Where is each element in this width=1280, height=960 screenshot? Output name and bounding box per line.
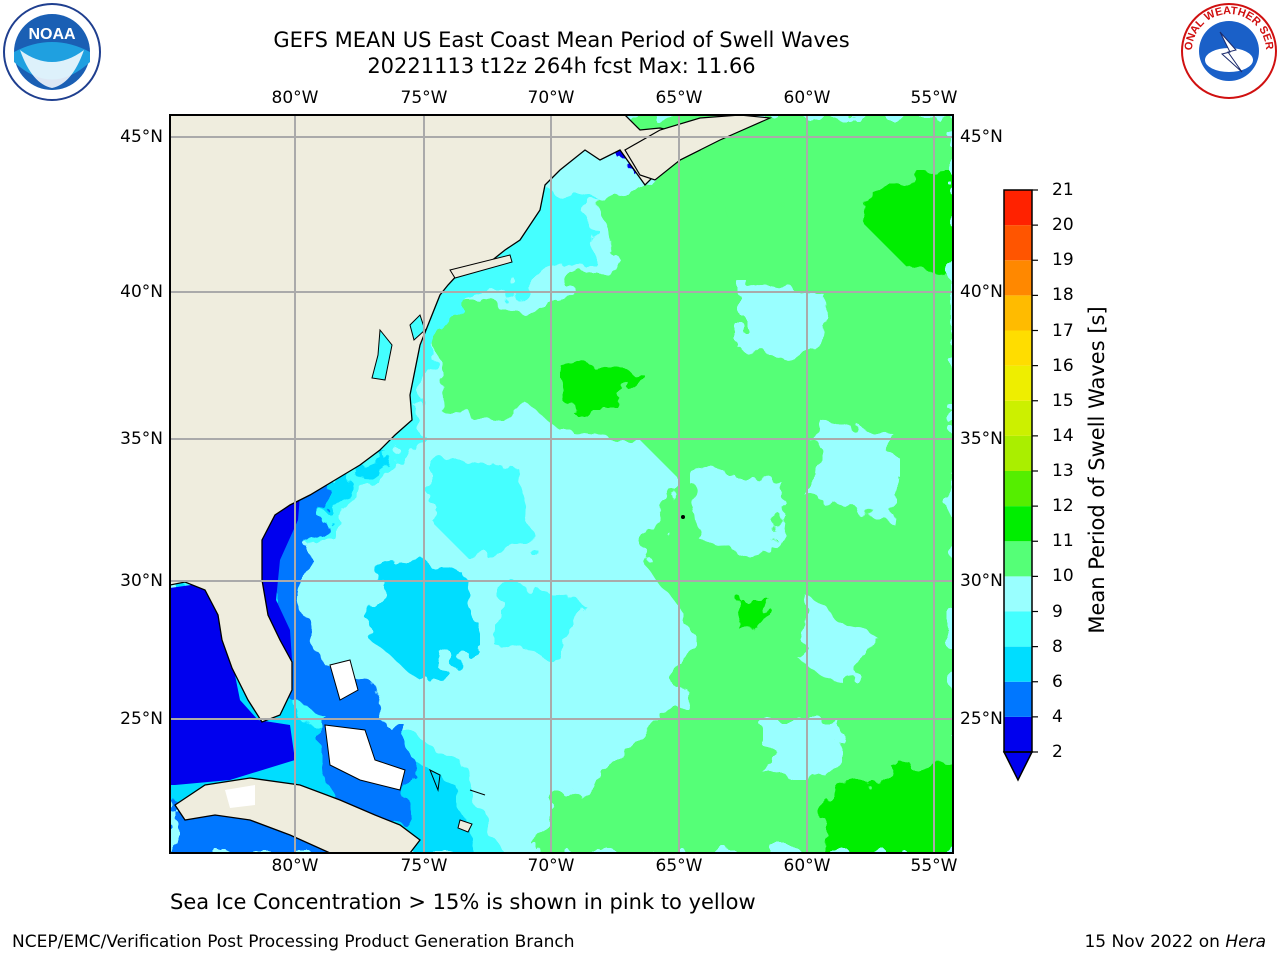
- colorbar-segment: [1004, 225, 1032, 261]
- svg-text:NOAA: NOAA: [28, 26, 76, 43]
- lat-label-left: 30°N: [120, 571, 163, 591]
- gulf-of-mexico-field: [170, 583, 295, 785]
- lon-label-bottom: 70°W: [527, 856, 575, 876]
- colorbar-tick-label: 4: [1052, 706, 1063, 727]
- swell-field-10-11s: [560, 170, 953, 853]
- lat-label-left: 35°N: [120, 429, 163, 449]
- colorbar-segment: [1004, 400, 1032, 436]
- colorbar-segment: [1004, 541, 1032, 577]
- colorbar-segment: [1004, 365, 1032, 401]
- colorbar-tick-label: 10: [1052, 566, 1074, 587]
- colorbar: [1002, 189, 1038, 782]
- colorbar-under-triangle: [1002, 751, 1034, 782]
- lat-label-right: 40°N: [960, 282, 1003, 302]
- colorbar-tick-label: 18: [1052, 285, 1074, 306]
- colorbar-tick-label: 17: [1052, 320, 1074, 341]
- colorbar-segment: [1004, 435, 1032, 471]
- nws-logo: NATIONAL WEATHER SERVICE: [1180, 2, 1277, 99]
- noaa-logo: NOAA: [3, 3, 101, 101]
- footer-credit: NCEP/EMC/Verification Post Processing Pr…: [12, 932, 575, 952]
- colorbar-title: Mean Period of Swell Waves [s]: [1085, 306, 1109, 634]
- footer-date: 15 Nov 2022 on Hera: [1084, 932, 1266, 952]
- colorbar-segment: [1004, 716, 1032, 752]
- graticule: [170, 115, 953, 853]
- footer-machine: Hera: [1225, 932, 1266, 952]
- lat-label-right: 25°N: [960, 709, 1003, 729]
- colorbar-tick-label: 2: [1052, 742, 1063, 762]
- colorbar-segment: [1004, 506, 1032, 542]
- colorbar-segment: [1004, 330, 1032, 366]
- lon-label-top: 80°W: [271, 88, 319, 108]
- colorbar-segment: [1004, 576, 1032, 612]
- colorbar-tick-label: 14: [1052, 425, 1074, 446]
- lon-label-bottom: 60°W: [783, 856, 831, 876]
- map-frame: [169, 114, 954, 854]
- colorbar-tick-label: 21: [1052, 180, 1074, 200]
- colorbar-segment: [1004, 295, 1032, 331]
- lat-label-left: 40°N: [120, 282, 163, 302]
- lat-label-left: 25°N: [120, 709, 163, 729]
- colorbar-segment: [1004, 646, 1032, 682]
- colorbar-tick-label: 15: [1052, 390, 1074, 411]
- footer-date-text: 15 Nov 2022 on: [1084, 932, 1226, 952]
- lon-label-top: 55°W: [910, 88, 958, 108]
- lon-label-bottom: 65°W: [655, 856, 703, 876]
- colorbar-segment: [1004, 681, 1032, 717]
- lon-label-top: 70°W: [527, 88, 575, 108]
- lon-label-bottom: 75°W: [400, 856, 448, 876]
- colorbar-segment: [1004, 611, 1032, 647]
- lat-label-right: 35°N: [960, 429, 1003, 449]
- colorbar-tick-label: 12: [1052, 496, 1074, 517]
- colorbar-tick-label: 13: [1052, 461, 1074, 481]
- colorbar-segment: [1004, 190, 1032, 226]
- colorbar-tick-label: 9: [1052, 601, 1063, 622]
- lon-label-top: 65°W: [655, 88, 703, 108]
- map-subtitle: 20221113 t12z 264h fcst Max: 11.66: [367, 54, 756, 78]
- colorbar-tick-label: 6: [1052, 671, 1063, 692]
- lon-label-bottom: 80°W: [271, 856, 319, 876]
- lat-label-right: 45°N: [960, 127, 1003, 147]
- colorbar-tick-label: 11: [1052, 531, 1074, 552]
- land-north-america: [170, 115, 701, 723]
- colorbar-tick-label: 19: [1052, 250, 1074, 271]
- colorbar-tick-label: 16: [1052, 355, 1074, 376]
- lon-label-bottom: 55°W: [910, 856, 958, 876]
- colorbar-segment: [1004, 260, 1032, 296]
- lat-label-left: 45°N: [120, 127, 163, 147]
- colorbar-tick-label: 8: [1052, 636, 1063, 657]
- lon-label-top: 75°W: [400, 88, 448, 108]
- colorbar-segment: [1004, 471, 1032, 507]
- sea-ice-note: Sea Ice Concentration > 15% is shown in …: [170, 890, 756, 914]
- lat-label-right: 30°N: [960, 571, 1003, 591]
- lon-label-top: 60°W: [783, 88, 831, 108]
- map-title: GEFS MEAN US East Coast Mean Period of S…: [273, 28, 850, 52]
- colorbar-tick-label: 20: [1052, 215, 1074, 236]
